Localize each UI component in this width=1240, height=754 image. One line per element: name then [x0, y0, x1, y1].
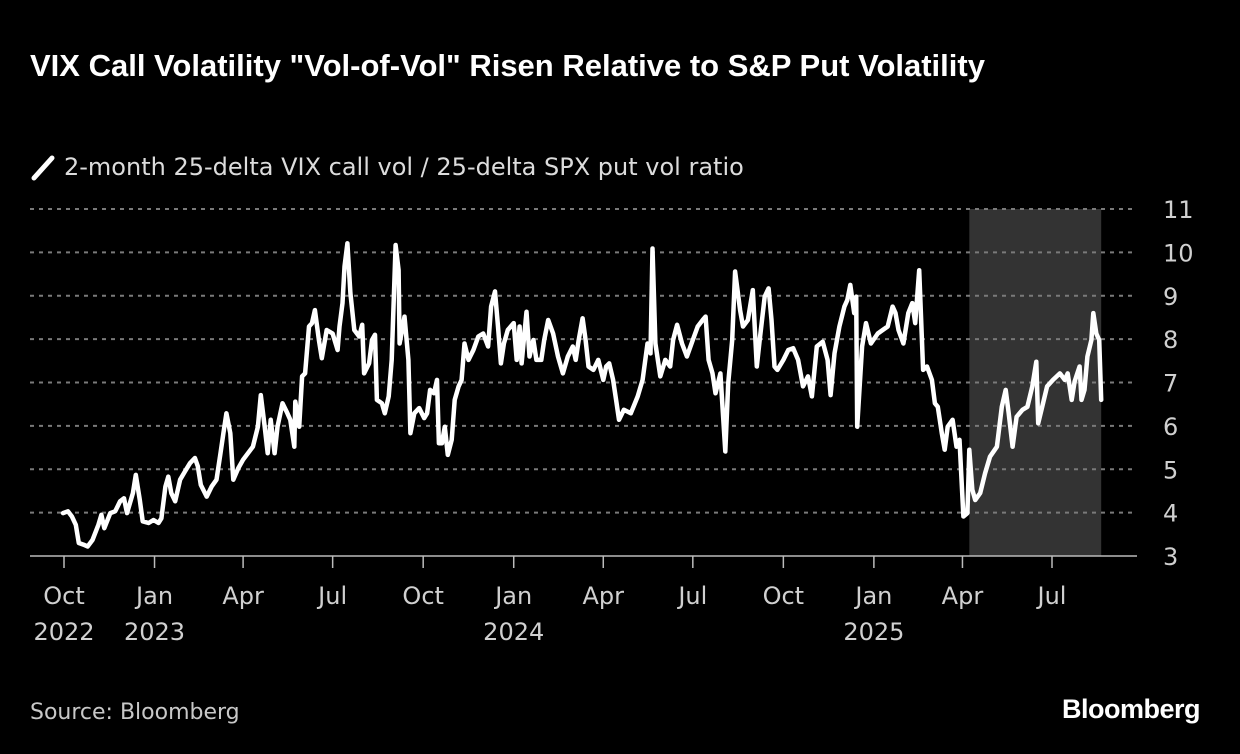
source-note: Source: Bloomberg	[30, 700, 240, 725]
x-tick-label: Jul	[1036, 582, 1067, 610]
y-tick-label: 8	[1163, 326, 1178, 354]
x-tick-label: Jan	[853, 582, 892, 610]
x-tick-year-label: 2023	[124, 618, 185, 646]
x-tick-label: Oct	[43, 582, 85, 610]
x-tick-year-label: 2022	[33, 618, 94, 646]
x-tick-label: Apr	[942, 582, 984, 610]
chart-title: VIX Call Volatility "Vol-of-Vol" Risen R…	[30, 48, 985, 83]
y-tick-label: 3	[1163, 543, 1178, 571]
x-tick-label: Apr	[222, 582, 264, 610]
series-line	[60, 241, 1104, 549]
x-tick-label: Jul	[316, 582, 347, 610]
y-tick-label: 7	[1163, 370, 1178, 398]
y-tick-label: 5	[1163, 456, 1178, 484]
y-tick-label: 11	[1163, 196, 1194, 224]
slash-line-icon	[31, 155, 55, 181]
y-tick-label: 4	[1163, 500, 1178, 528]
x-tick-label: Jan	[493, 582, 532, 610]
y-tick-label: 9	[1163, 283, 1178, 311]
x-tick-label: Apr	[583, 582, 625, 610]
x-tick-label: Oct	[402, 582, 444, 610]
x-tick-year-label: 2024	[483, 618, 544, 646]
legend-label: 2-month 25-delta VIX call vol / 25-delta…	[64, 153, 744, 181]
y-tick-label: 10	[1163, 239, 1194, 267]
bloomberg-logo: Bloomberg	[1061, 694, 1201, 724]
x-tick-label: Jul	[676, 582, 707, 610]
x-tick-year-label: 2025	[843, 618, 904, 646]
x-tick-label: Oct	[763, 582, 805, 610]
y-tick-label: 6	[1163, 413, 1178, 441]
legend: 2-month 25-delta VIX call vol / 25-delta…	[30, 152, 744, 182]
x-tick-label: Jan	[134, 582, 173, 610]
